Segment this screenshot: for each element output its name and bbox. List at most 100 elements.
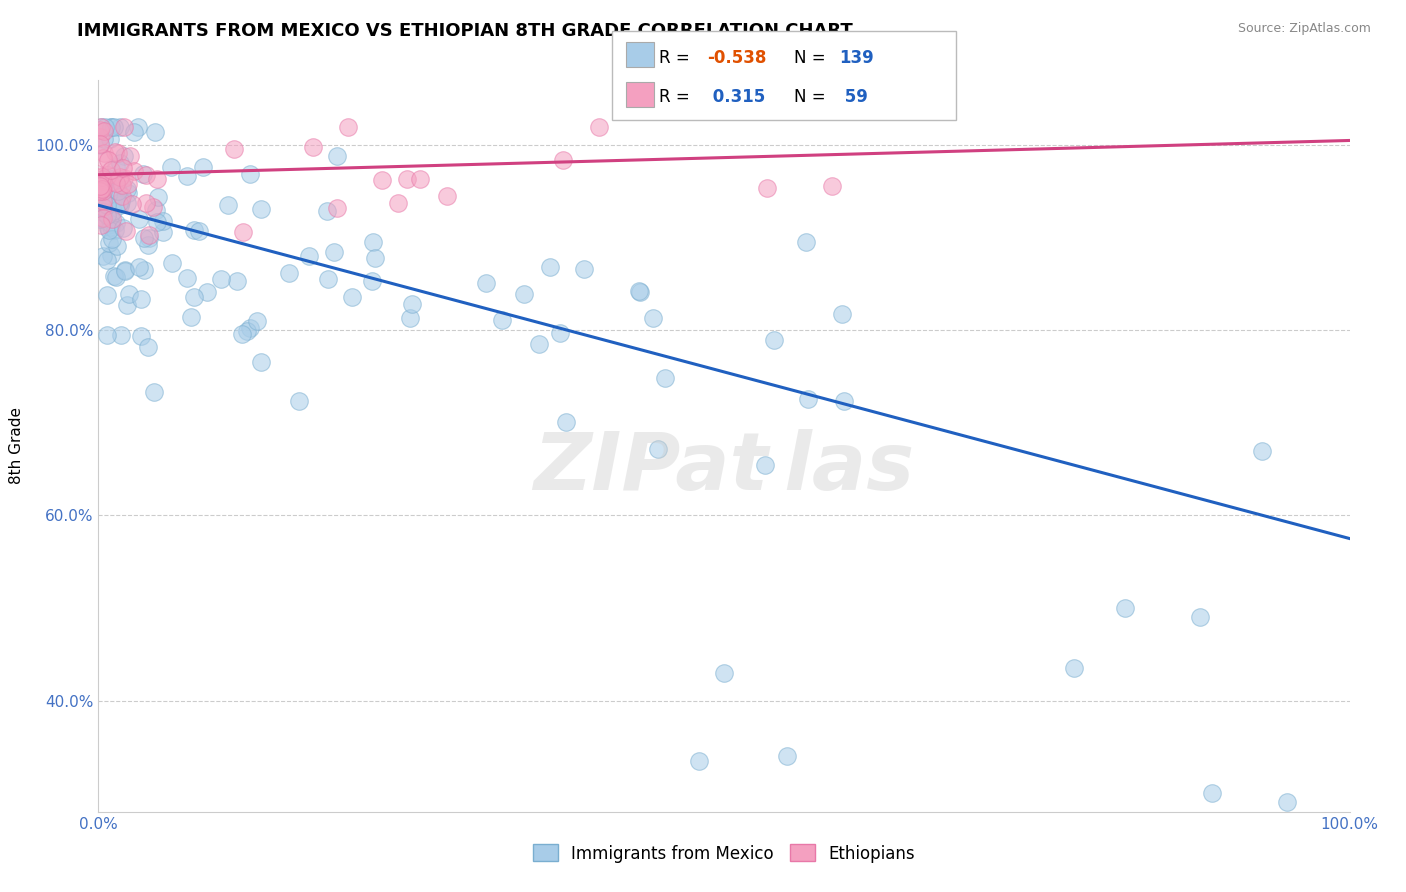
Ethiopians (89, 184, 111, 198)
Text: R =: R = (659, 88, 690, 106)
Immigrants from Mexico (146, 214, 169, 228)
Immigrants from Mexico (364, 251, 387, 265)
Immigrants from Mexico (90, 194, 112, 208)
Immigrants from Mexico (361, 235, 384, 250)
Immigrants from Mexico (112, 149, 135, 163)
Immigrants from Mexico (103, 269, 125, 284)
Ethiopians (91, 169, 114, 184)
Ethiopians (302, 140, 325, 154)
Immigrants from Mexico (340, 290, 363, 304)
Immigrants from Mexico (136, 238, 159, 252)
Immigrants from Mexico (122, 125, 145, 139)
Text: 0.315: 0.315 (707, 88, 765, 106)
Ethiopians (108, 170, 131, 185)
Immigrants from Mexico (160, 256, 183, 270)
Immigrants from Mexico (89, 137, 111, 152)
Immigrants from Mexico (209, 272, 232, 286)
Ethiopians (371, 172, 394, 186)
Immigrants from Mexico (538, 260, 561, 274)
Immigrants from Mexico (108, 198, 131, 212)
Y-axis label: 8th Grade: 8th Grade (10, 408, 24, 484)
Immigrants from Mexico (143, 125, 166, 139)
Immigrants from Mexico (288, 394, 311, 409)
Ethiopians (387, 196, 409, 211)
Ethiopians (111, 178, 134, 193)
Immigrants from Mexico (360, 274, 382, 288)
Immigrants from Mexico (239, 321, 262, 335)
Immigrants from Mexico (90, 211, 112, 225)
Immigrants from Mexico (117, 182, 139, 196)
Immigrants from Mexico (627, 285, 650, 299)
Text: N =: N = (794, 49, 825, 67)
Immigrants from Mexico (555, 415, 578, 429)
Immigrants from Mexico (104, 223, 127, 237)
Immigrants from Mexico (89, 212, 111, 227)
Immigrants from Mexico (142, 385, 165, 400)
Immigrants from Mexico (1188, 610, 1211, 624)
Immigrants from Mexico (96, 252, 118, 267)
Ethiopians (115, 224, 138, 238)
Immigrants from Mexico (104, 160, 127, 174)
Ethiopians (89, 179, 111, 194)
Ethiopians (90, 172, 112, 186)
Immigrants from Mexico (180, 310, 202, 324)
Ethiopians (91, 211, 114, 226)
Immigrants from Mexico (797, 392, 820, 406)
Ethiopians (436, 189, 458, 203)
Text: -0.538: -0.538 (707, 49, 766, 67)
Immigrants from Mexico (103, 120, 125, 134)
Immigrants from Mexico (1251, 443, 1274, 458)
Immigrants from Mexico (107, 184, 129, 198)
Text: R =: R = (659, 49, 690, 67)
Text: IMMIGRANTS FROM MEXICO VS ETHIOPIAN 8TH GRADE CORRELATION CHART: IMMIGRANTS FROM MEXICO VS ETHIOPIAN 8TH … (77, 22, 853, 40)
Immigrants from Mexico (654, 371, 676, 385)
Immigrants from Mexico (97, 235, 120, 250)
Immigrants from Mexico (115, 298, 138, 312)
Immigrants from Mexico (326, 149, 349, 163)
Immigrants from Mexico (117, 195, 139, 210)
Immigrants from Mexico (239, 167, 262, 181)
Ethiopians (135, 195, 157, 210)
Immigrants from Mexico (108, 120, 131, 134)
Immigrants from Mexico (249, 355, 271, 369)
Immigrants from Mexico (776, 749, 799, 764)
Immigrants from Mexico (176, 169, 198, 183)
Ethiopians (90, 219, 112, 233)
Immigrants from Mexico (100, 172, 122, 186)
Immigrants from Mexico (110, 328, 132, 343)
Ethiopians (588, 120, 610, 134)
Immigrants from Mexico (100, 120, 122, 134)
Immigrants from Mexico (127, 120, 149, 134)
Ethiopians (135, 168, 157, 182)
Immigrants from Mexico (183, 290, 205, 304)
Immigrants from Mexico (110, 156, 132, 170)
Immigrants from Mexico (491, 313, 513, 327)
Immigrants from Mexico (146, 189, 169, 203)
Ethiopians (112, 171, 135, 186)
Ethiopians (336, 120, 359, 134)
Ethiopians (93, 145, 115, 160)
Ethiopians (89, 137, 111, 152)
Immigrants from Mexico (105, 238, 128, 252)
Ethiopians (146, 172, 169, 186)
Immigrants from Mexico (129, 329, 152, 343)
Ethiopians (117, 178, 139, 192)
Text: Source: ZipAtlas.com: Source: ZipAtlas.com (1237, 22, 1371, 36)
Immigrants from Mexico (399, 310, 422, 325)
Ethiopians (98, 176, 121, 190)
Immigrants from Mexico (647, 442, 669, 456)
Ethiopians (101, 212, 124, 227)
Immigrants from Mexico (513, 286, 536, 301)
Immigrants from Mexico (110, 194, 132, 208)
Immigrants from Mexico (688, 754, 710, 768)
Immigrants from Mexico (117, 186, 139, 200)
Ethiopians (90, 181, 112, 195)
Immigrants from Mexico (401, 297, 423, 311)
Immigrants from Mexico (96, 198, 118, 212)
Ethiopians (120, 149, 142, 163)
Ethiopians (91, 194, 114, 208)
Ethiopians (97, 168, 120, 182)
Immigrants from Mexico (108, 196, 131, 211)
Immigrants from Mexico (298, 249, 321, 263)
Immigrants from Mexico (129, 292, 152, 306)
